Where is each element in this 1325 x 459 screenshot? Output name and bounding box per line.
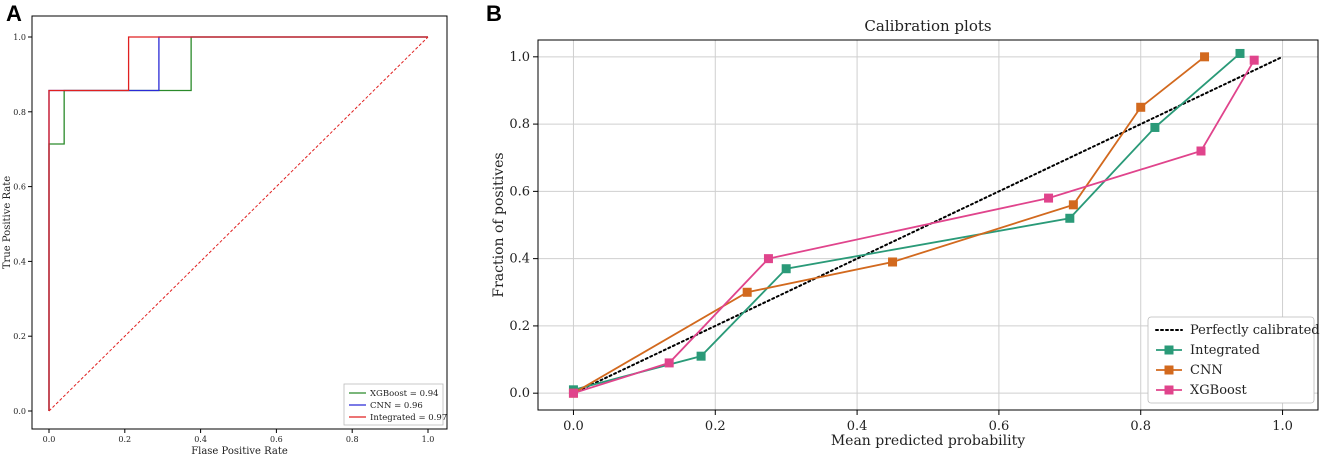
cal-x-tick-label: 0.0 bbox=[563, 419, 584, 434]
cal-point-cnn bbox=[742, 287, 752, 297]
roc-y-tick-label: 0.2 bbox=[13, 332, 26, 341]
cal-chart-title: Calibration plots bbox=[864, 17, 991, 35]
cal-y-tick-label: 0.4 bbox=[509, 252, 530, 267]
cal-x-tick-label: 0.2 bbox=[705, 419, 726, 434]
cal-legend-label-xgboost: XGBoost bbox=[1190, 383, 1248, 398]
cal-legend-swatch-marker-integrated bbox=[1164, 345, 1174, 355]
cal-y-axis-label: Fraction of positives bbox=[491, 152, 507, 297]
roc-y-axis-label: True Positive Rate bbox=[2, 176, 13, 269]
roc-legend-label-xgboost: XGBoost = 0.94 bbox=[370, 389, 439, 399]
cal-line-integrated bbox=[573, 52, 1241, 391]
panel-label-a: A bbox=[6, 1, 22, 26]
roc-legend-label-integrated: Integrated = 0.97 bbox=[370, 413, 447, 423]
roc-y-tick-label: 0.6 bbox=[13, 183, 26, 192]
cal-point-xgboost bbox=[1044, 193, 1054, 203]
roc-x-tick-label: 0.2 bbox=[118, 435, 131, 444]
roc-y-tick-label: 0.4 bbox=[13, 257, 26, 266]
roc-x-tick-label: 1.0 bbox=[422, 435, 435, 444]
roc-y-tick-label: 0.0 bbox=[13, 407, 26, 416]
cal-x-tick-label: 0.8 bbox=[1130, 419, 1151, 434]
roc-x-axis-label: Flase Positive Rate bbox=[191, 446, 288, 457]
cal-legend-swatch-marker-xgboost bbox=[1164, 385, 1174, 395]
cal-legend-swatch-marker-cnn bbox=[1164, 365, 1174, 375]
roc-x-tick-label: 0.0 bbox=[43, 435, 56, 444]
cal-legend-box bbox=[1147, 316, 1315, 404]
cal-point-cnn bbox=[1200, 52, 1210, 62]
roc-line-integrated bbox=[48, 36, 428, 411]
cal-point-integrated bbox=[696, 351, 706, 361]
roc-y-tick-label: 1.0 bbox=[13, 33, 26, 42]
cal-y-tick-label: 0.8 bbox=[509, 117, 530, 132]
calibration-chart: 0.0 0.2 0.4 0.6 0.8 1.0 0.0 0.2 0.4 0.6 0.8 1.0 Cali… bbox=[491, 17, 1320, 449]
cal-point-cnn bbox=[888, 257, 898, 267]
cal-point-integrated bbox=[1150, 122, 1160, 132]
roc-chart: 0.0 0.2 0.4 0.6 0.8 1.0 0.0 0.2 0.4 0.6 0.8 1.0 Flas… bbox=[2, 15, 448, 457]
cal-point-xgboost bbox=[763, 254, 773, 264]
cal-point-xgboost bbox=[568, 388, 578, 398]
cal-point-integrated bbox=[781, 264, 791, 274]
roc-x-tick-label: 0.6 bbox=[270, 435, 283, 444]
cal-y-tick-label: 0.2 bbox=[509, 319, 530, 334]
cal-line-cnn bbox=[573, 56, 1206, 394]
cal-y-tick-label: 0.0 bbox=[509, 386, 530, 401]
cal-plot-frame bbox=[537, 39, 1319, 411]
cal-point-cnn bbox=[1136, 102, 1146, 112]
cal-x-tick-label: 1.0 bbox=[1272, 419, 1293, 434]
cal-legend-label-perfect: Perfectly calibrated bbox=[1190, 323, 1320, 338]
roc-x-tick-label: 0.8 bbox=[346, 435, 359, 444]
roc-plot-frame bbox=[31, 15, 448, 430]
roc-x-tick-label: 0.4 bbox=[194, 435, 207, 444]
cal-y-tick-label: 0.6 bbox=[509, 184, 530, 199]
cal-point-xgboost bbox=[664, 358, 674, 368]
cal-point-cnn bbox=[1068, 200, 1078, 210]
panel-label-b: B bbox=[486, 1, 502, 26]
cal-x-axis-label: Mean predicted probability bbox=[831, 433, 1025, 449]
cal-legend-label-integrated: Integrated bbox=[1190, 343, 1260, 358]
cal-line-xgboost bbox=[573, 59, 1255, 395]
cal-point-xgboost bbox=[1249, 55, 1259, 65]
cal-x-tick-label: 0.6 bbox=[989, 419, 1010, 434]
cal-y-tick-label: 1.0 bbox=[509, 50, 530, 65]
cal-legend-label-cnn: CNN bbox=[1190, 363, 1223, 378]
cal-point-integrated bbox=[1065, 213, 1075, 223]
roc-line-chance bbox=[48, 36, 429, 412]
cal-x-tick-label: 0.4 bbox=[847, 419, 868, 434]
roc-legend-label-cnn: CNN = 0.96 bbox=[370, 401, 423, 411]
roc-y-tick-label: 0.8 bbox=[13, 108, 26, 117]
cal-point-xgboost bbox=[1196, 146, 1206, 156]
cal-point-integrated bbox=[1235, 48, 1245, 58]
